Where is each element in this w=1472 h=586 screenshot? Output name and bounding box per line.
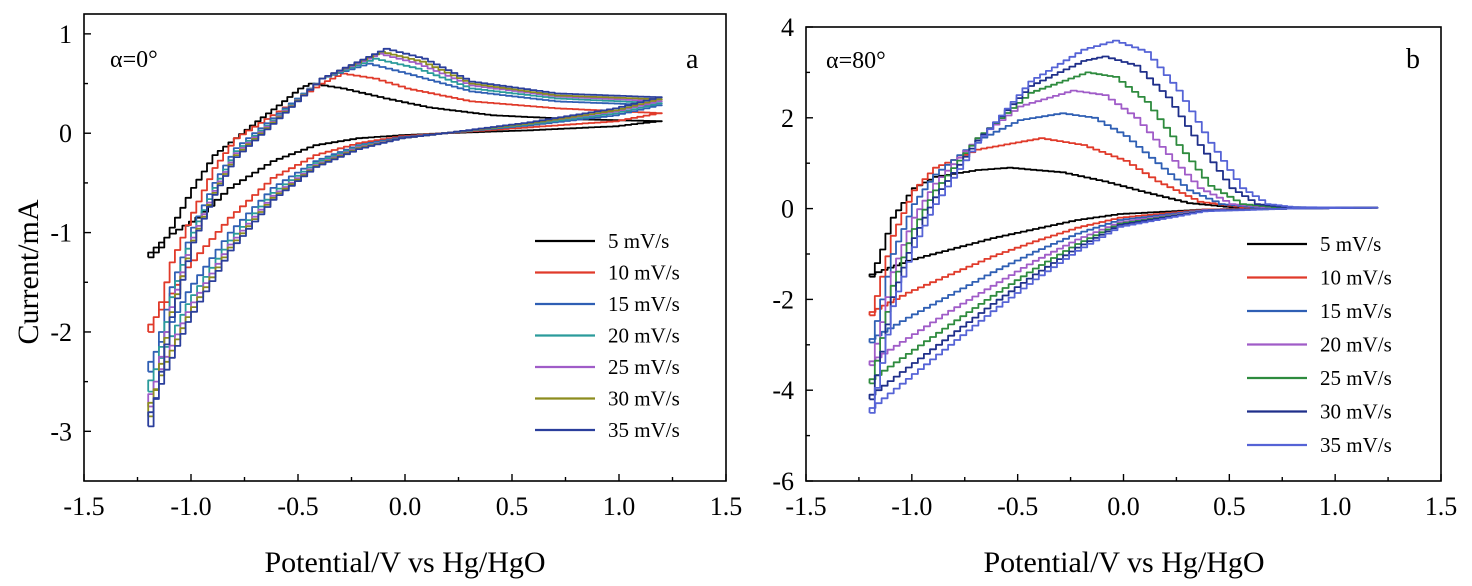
legend-label: 15 mV/s [1320,299,1392,323]
y-tick-label: -3 [50,417,72,446]
panel-b-legend: 5 mV/s 10 mV/s 15 mV/s 20 mV/s 25 mV/s 30 mV/… [1247,232,1392,457]
panel-b-x-axis-label: Potential/V vs Hg/HgO [983,546,1264,579]
x-tick-label: -1.5 [785,492,826,521]
y-tick-label: 0 [59,119,72,148]
series-line [868,71,1379,385]
y-tick-label: 2 [781,104,794,133]
x-tick-label: 0.0 [1107,492,1140,521]
legend-label: 5 mV/s [608,229,669,253]
x-tick-label: -0.5 [997,492,1038,521]
x-tick-label: 0.0 [389,492,422,521]
y-tick-label: -4 [772,376,794,405]
y-axis-label: Current/mA [12,199,45,344]
legend-label: 35 mV/s [608,418,680,442]
y-tick-label: -2 [50,318,72,347]
legend-label: 20 mV/s [1320,333,1392,357]
series-line [868,39,1379,414]
legend-label: 30 mV/s [1320,400,1392,424]
panel-b-ticks: -1.5 -1.0 -0.5 0.0 0.5 1.0 1.5 -6 -4 -2 0 2 4 [772,13,1457,521]
panel-a: -1.5 -1.0 -0.5 0.0 0.5 1.0 1.5 -3 -2 -1 0 1 5 mV/s 1… [50,13,742,579]
series-line [147,50,663,418]
series-line [147,72,663,333]
panel-a-letter: a [686,44,699,75]
panel-a-legend: 5 mV/s 10 mV/s 15 mV/s 20 mV/s 25 mV/s 30 mV/… [535,229,680,442]
legend-label: 25 mV/s [608,355,680,379]
y-tick-label: 1 [59,20,72,49]
series-line [147,47,663,428]
panel-b-curves [868,39,1379,414]
series-line [147,82,663,259]
y-tick-label: -1 [50,219,72,248]
x-tick-label: 1.5 [1425,492,1458,521]
x-tick-label: 0.5 [1213,492,1246,521]
x-tick-label: 0.5 [496,492,529,521]
x-tick-label: -0.5 [277,492,318,521]
y-tick-label: -6 [772,467,794,496]
series-line [868,112,1379,344]
y-tick-label: -2 [772,285,794,314]
legend-label: 25 mV/s [1320,366,1392,390]
legend-label: 30 mV/s [608,387,680,411]
series-line [147,52,663,408]
panel-a-curves [147,47,663,428]
legend-label: 5 mV/s [1320,232,1381,256]
panel-a-x-axis-label: Potential/V vs Hg/HgO [264,546,545,579]
x-tick-label: 1.0 [603,492,636,521]
panel-a-annotation: α=0° [110,47,158,73]
legend-label: 35 mV/s [1320,433,1392,457]
legend-label: 10 mV/s [1320,266,1392,290]
x-tick-label: -1.5 [63,492,104,521]
x-tick-label: -1.0 [891,492,932,521]
x-tick-label: 1.5 [710,492,743,521]
legend-label: 15 mV/s [608,292,680,316]
y-tick-label: 4 [781,13,794,42]
y-tick-label: 0 [781,195,794,224]
panel-b-annotation: α=80° [826,48,886,74]
x-tick-label: 1.0 [1319,492,1352,521]
panel-a-ticks: -1.5 -1.0 -0.5 0.0 0.5 1.0 1.5 -3 -2 -1 0 1 [50,20,742,521]
legend-label: 20 mV/s [608,324,680,348]
panel-b: -1.5 -1.0 -0.5 0.0 0.5 1.0 1.5 -6 -4 -2 0 2 4 5 mV/s… [772,13,1457,579]
panel-b-letter: b [1406,44,1420,75]
legend-label: 10 mV/s [608,261,680,285]
x-tick-label: -1.0 [170,492,211,521]
